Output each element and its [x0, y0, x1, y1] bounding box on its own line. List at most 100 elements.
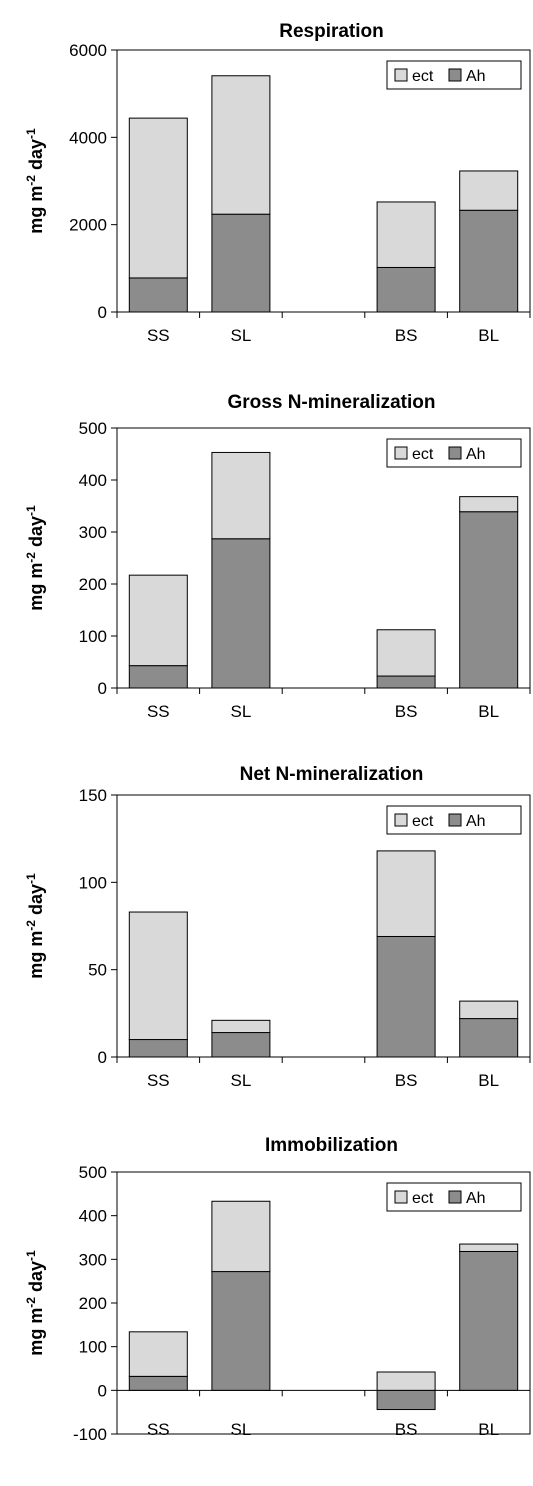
x-tick-label: SS	[147, 1420, 170, 1439]
bar-ect	[376, 629, 436, 677]
x-tick-label: BL	[478, 1420, 499, 1439]
bar-ect	[128, 117, 188, 279]
bar-ect	[211, 1019, 271, 1034]
legend-swatch-ect	[394, 68, 408, 82]
y-tick-label: 2000	[69, 216, 107, 235]
x-tick-label: SS	[147, 1071, 170, 1090]
x-tick-label: BS	[395, 1071, 418, 1090]
legend: ect Ah	[386, 438, 522, 468]
x-tick-label: BS	[395, 702, 418, 721]
y-axis-label: mg m-2 day-1	[24, 505, 46, 611]
legend-swatch-ect	[394, 1190, 408, 1204]
legend-swatch-ect	[394, 446, 408, 460]
chart-title: Net N-mineralization	[240, 764, 424, 785]
y-tick-label: 0	[98, 303, 107, 322]
bar-ect	[128, 1331, 188, 1377]
y-axis-label: mg m-2 day-1	[24, 1250, 46, 1356]
bar-ect	[459, 170, 519, 211]
y-tick-label: 400	[79, 1207, 107, 1226]
bar-ah	[128, 277, 188, 313]
y-tick-label: 6000	[69, 41, 107, 60]
chart-panel-0: Respiration mg m-2 day-1 0 2000 4000 6000 SS SL…	[24, 21, 531, 345]
legend-label-ah: Ah	[466, 446, 486, 463]
chart-title: Respiration	[279, 21, 384, 42]
y-tick-label: 200	[79, 1294, 107, 1313]
y-tick-label: 300	[79, 1250, 107, 1269]
y-tick-label: 500	[79, 419, 107, 438]
legend: ect Ah	[386, 60, 522, 90]
bar-ah	[376, 1389, 436, 1411]
bar-ah	[376, 935, 436, 1058]
y-tick-label: 100	[79, 873, 107, 892]
y-tick-label: 0	[98, 679, 107, 698]
y-tick-label: -100	[73, 1425, 107, 1444]
bar-ect	[459, 1243, 519, 1252]
bar-ah	[459, 209, 519, 313]
chart-panel-2: Net N-mineralization mg m-2 day-1 0 50 100 15…	[24, 764, 531, 1090]
legend-swatch-ah	[448, 1190, 462, 1204]
chart-panel-3: Immobilization mg m-2 day-1 -100 0 100 200 300…	[24, 1135, 531, 1444]
legend-swatch-ect	[394, 813, 408, 827]
bar-ect	[211, 451, 271, 540]
bar-ah	[128, 1375, 188, 1391]
x-tick-label: BL	[478, 1071, 499, 1090]
bar-ah	[459, 1018, 519, 1058]
legend-swatch-ah	[448, 68, 462, 82]
bar-ect	[211, 1200, 271, 1273]
bar-ah	[211, 1271, 271, 1391]
legend-label-ah: Ah	[466, 68, 486, 85]
y-tick-label: 400	[79, 471, 107, 490]
chart-title: Immobilization	[265, 1135, 398, 1156]
y-tick-label: 4000	[69, 128, 107, 147]
bar-ah	[459, 511, 519, 689]
y-tick-label: 150	[79, 786, 107, 805]
legend-swatch-ah	[448, 446, 462, 460]
chart-panel-1: Gross N-mineralization mg m-2 day-1 0 100 20…	[24, 392, 531, 721]
legend-label-ect: ect	[412, 68, 434, 85]
y-tick-label: 50	[88, 961, 107, 980]
bar-ah	[376, 266, 436, 313]
bar-ect	[376, 201, 436, 268]
bar-ah	[128, 665, 188, 689]
bar-ah	[211, 1032, 271, 1058]
legend-label-ah: Ah	[466, 1190, 486, 1207]
bar-ect	[376, 850, 436, 937]
y-tick-label: 100	[79, 627, 107, 646]
x-tick-label: SL	[231, 1420, 252, 1439]
bar-ect	[459, 496, 519, 513]
y-tick-label: 200	[79, 575, 107, 594]
x-tick-label: SL	[231, 1071, 252, 1090]
x-tick-label: BS	[395, 326, 418, 345]
bar-ah	[211, 538, 271, 689]
x-tick-label: SL	[231, 326, 252, 345]
x-tick-label: BS	[395, 1420, 418, 1439]
x-tick-label: SS	[147, 326, 170, 345]
x-tick-label: SS	[147, 702, 170, 721]
x-tick-label: SL	[231, 702, 252, 721]
bar-ah	[128, 1039, 188, 1058]
bar-ah	[376, 675, 436, 689]
bar-ah	[459, 1250, 519, 1391]
x-tick-label: BL	[478, 326, 499, 345]
bar-ect	[459, 1000, 519, 1020]
legend: ect Ah	[386, 1182, 522, 1212]
legend-label-ah: Ah	[466, 813, 486, 830]
legend: ect Ah	[386, 805, 522, 835]
legend-label-ect: ect	[412, 446, 434, 463]
bar-ect	[211, 75, 271, 215]
y-tick-label: 300	[79, 523, 107, 542]
y-tick-label: 500	[79, 1163, 107, 1182]
y-axis-label: mg m-2 day-1	[24, 128, 46, 234]
legend-label-ect: ect	[412, 1190, 434, 1207]
legend-label-ect: ect	[412, 813, 434, 830]
x-tick-label: BL	[478, 702, 499, 721]
bar-ect	[376, 1371, 436, 1391]
bar-ect	[128, 911, 188, 1041]
chart-title: Gross N-mineralization	[228, 392, 436, 413]
y-tick-label: 100	[79, 1338, 107, 1357]
y-tick-label: 0	[98, 1381, 107, 1400]
bar-ect	[128, 574, 188, 667]
y-tick-label: 0	[98, 1048, 107, 1067]
